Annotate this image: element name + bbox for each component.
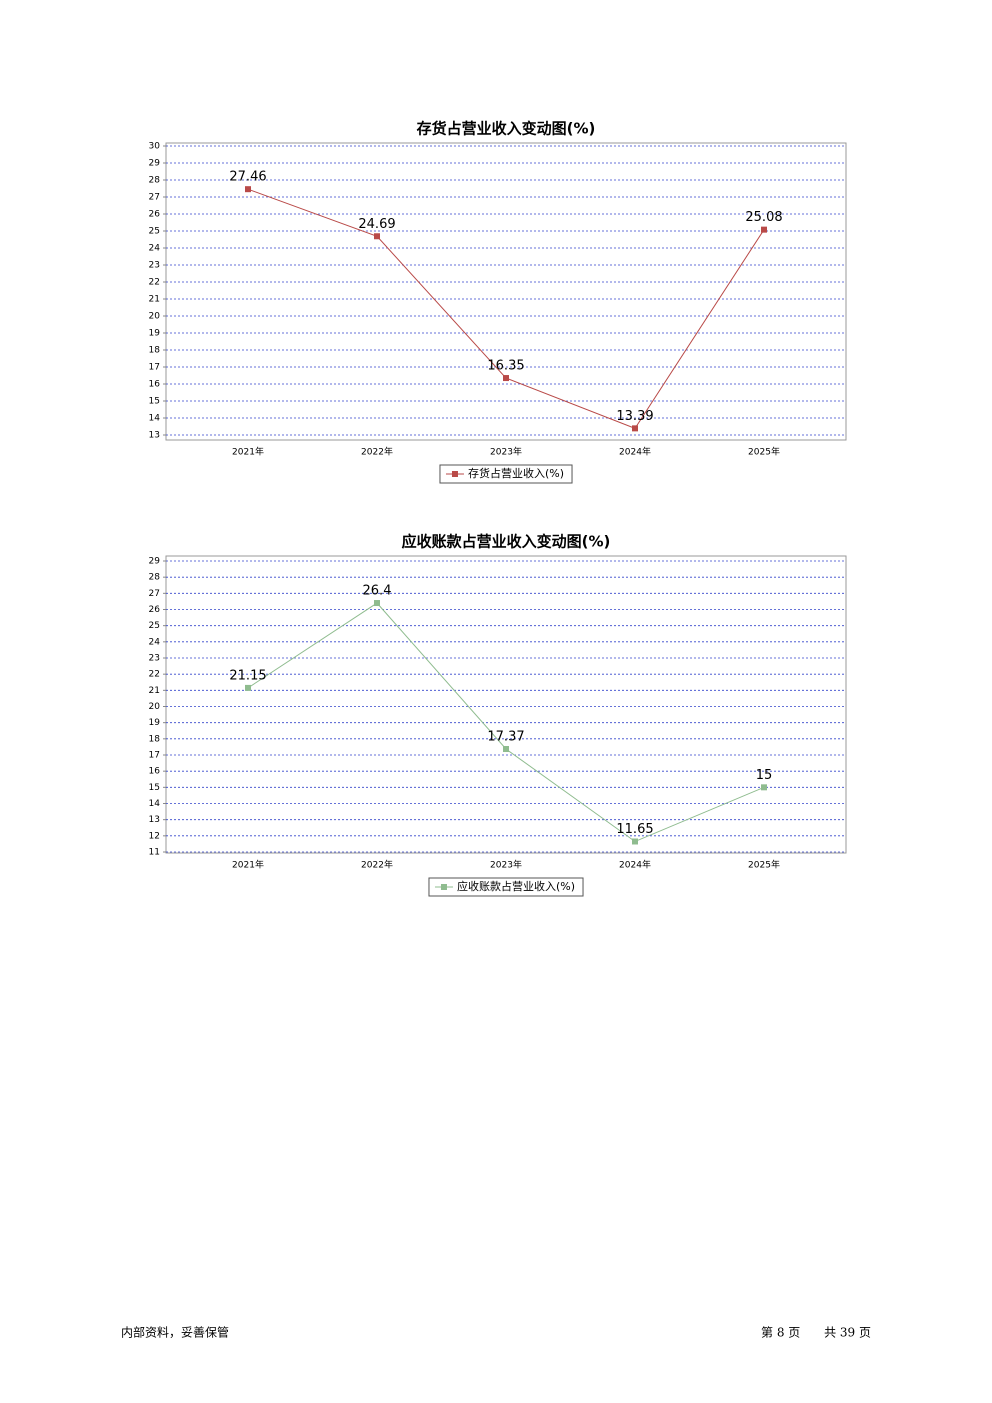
marker [632,425,638,432]
plot-area [165,142,847,441]
y-tick-label: 30 [149,142,161,152]
marker [632,838,638,845]
y-tick-label: 24 [149,637,161,647]
y-tick-label: 29 [149,159,161,169]
data-label: 26.4 [363,584,392,599]
x-tick-label: 2024年 [619,859,651,871]
data-label: 15 [756,768,773,783]
legend-marker [440,884,447,890]
marker [245,186,251,193]
y-tick-label: 14 [149,414,161,424]
y-tick-label: 11 [149,848,160,858]
y-tick-label: 21 [149,295,160,305]
y-tick-label: 24 [149,244,161,254]
y-tick-label: 27 [149,589,160,599]
y-tick-label: 19 [149,718,161,728]
y-tick-label: 25 [149,227,160,237]
y-tick-label: 15 [149,397,160,407]
x-tick-label: 2022年 [361,859,393,871]
y-tick-label: 27 [149,193,160,203]
marker [761,226,767,233]
plot-area [165,555,847,854]
y-tick-label: 26 [149,210,161,220]
y-tick-label: 17 [149,363,160,373]
y-tick-label: 28 [149,573,161,583]
x-tick-label: 2025年 [748,446,780,458]
x-tick-label: 2022年 [361,446,393,458]
x-tick-label: 2025年 [748,859,780,871]
data-label: 27.46 [229,170,266,185]
y-tick-label: 12 [149,831,160,841]
y-tick-label: 23 [149,654,160,664]
x-tick-label: 2021年 [232,446,264,458]
marker [245,684,251,691]
chart-title: 存货占营业收入变动图(%) [417,120,596,138]
footer-page: 第 8 页 [761,1326,800,1340]
chart-title: 应收账款占营业收入变动图(%) [402,533,611,551]
legend-marker [451,471,458,477]
legend-label: 应收账款占营业收入(%) [457,879,575,893]
marker [503,746,509,753]
data-label: 11.65 [616,822,653,837]
y-tick-label: 25 [149,621,160,631]
y-tick-label: 29 [149,557,161,567]
x-tick-label: 2024年 [619,446,651,458]
data-label: 25.08 [745,210,782,225]
data-label: 13.39 [616,409,653,424]
y-tick-label: 13 [149,815,160,825]
legend-label: 存货占营业收入(%) [468,466,564,480]
y-tick-label: 14 [149,799,161,809]
legend-box [439,464,573,484]
data-label: 21.15 [229,668,266,683]
y-tick-label: 23 [149,261,160,271]
marker [374,600,380,607]
x-tick-label: 2023年 [490,446,522,458]
y-tick-label: 17 [149,751,160,761]
marker [761,784,767,791]
data-label: 24.69 [358,217,395,232]
y-tick-label: 15 [149,783,160,793]
y-tick-label: 28 [149,176,161,186]
footer-total: 共 39 页 [824,1326,871,1340]
marker [503,375,509,382]
footer-left: 内部资料，妥善保管 [121,1325,229,1340]
y-tick-label: 16 [149,767,161,777]
data-label: 16.35 [487,359,524,374]
y-tick-label: 19 [149,329,161,339]
y-tick-label: 18 [149,346,161,356]
y-tick-label: 16 [149,380,161,390]
y-tick-label: 20 [149,702,161,712]
marker [374,233,380,240]
y-tick-label: 26 [149,605,161,615]
y-tick-label: 21 [149,686,160,696]
y-tick-label: 20 [149,312,161,322]
y-tick-label: 13 [149,431,160,441]
y-tick-label: 22 [149,278,160,288]
y-tick-label: 22 [149,670,160,680]
y-tick-label: 18 [149,734,161,744]
x-tick-label: 2021年 [232,859,264,871]
legend-box [428,877,584,897]
x-tick-label: 2023年 [490,859,522,871]
data-label: 17.37 [487,730,524,745]
